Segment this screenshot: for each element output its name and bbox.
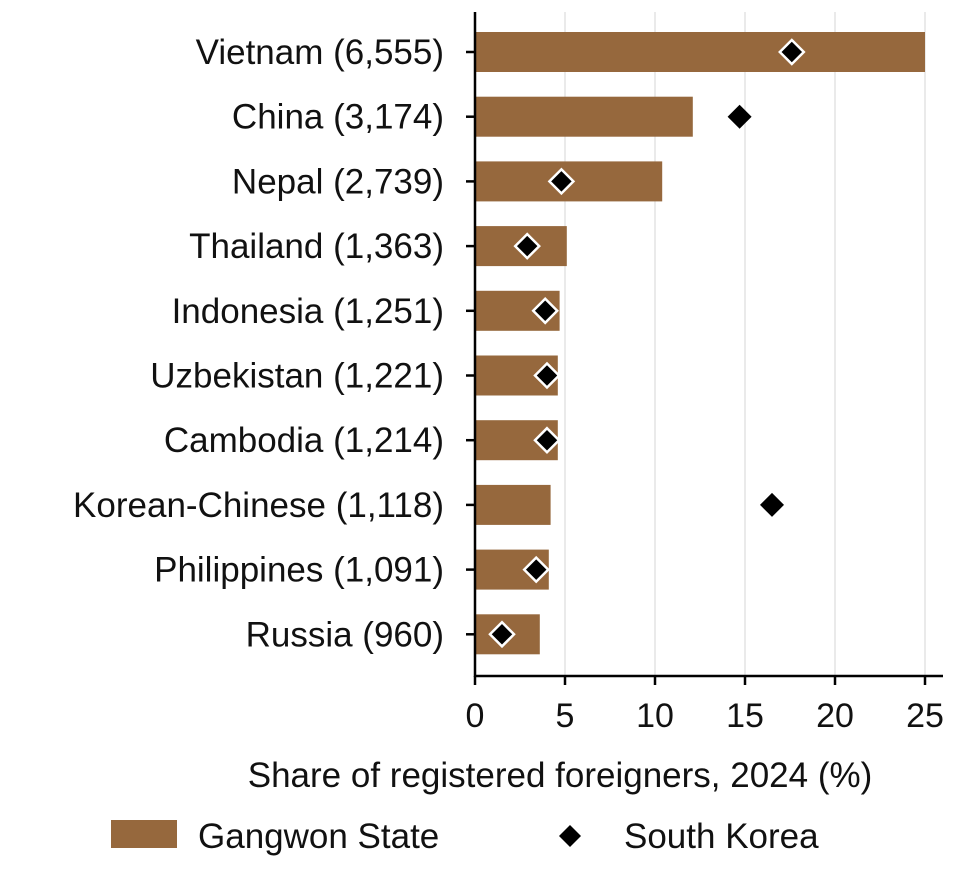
bar-china [475,96,693,137]
gangwon-bars [475,32,925,655]
marker-philippines [522,555,550,584]
marker-thailand [513,232,541,260]
category-label-uzbekistan: Uzbekistan (1,221) [150,357,444,396]
category-label-russia: Russia (960) [246,615,444,654]
marker-vietnam [778,38,806,66]
category-label-vietnam: Vietnam (6,555) [196,33,444,72]
category-label-nepal: Nepal (2,739) [232,162,444,201]
marker-indonesia [531,297,559,325]
x-axis-title: Share of registered foreigners, 2024 (%) [248,756,873,795]
marker-korean-chinese [760,492,784,517]
marker-china [727,104,752,129]
legend-swatch-gangwon [111,820,177,848]
legend-label-gangwon: Gangwon State [198,817,439,856]
x-tick-label-25: 25 [906,697,944,735]
axes [466,12,943,685]
category-label-korean-chinese: Korean-Chinese (1,118) [73,486,444,525]
x-tick-label-10: 10 [636,697,674,735]
category-label-philippines: Philippines (1,091) [154,551,444,590]
x-tick-label-15: 15 [726,697,764,735]
legend-label-south-korea: South Korea [624,817,819,856]
legend-swatch-south-korea [559,825,581,847]
category-label-cambodia: Cambodia (1,214) [164,421,444,460]
marker-cambodia [533,426,561,454]
category-labels: Vietnam (6,555) China (3,174) Nepal (2,739… [73,33,444,654]
x-tick-label-20: 20 [816,697,854,735]
x-tick-label-0: 0 [466,697,485,735]
category-label-china: China (3,174) [232,98,444,137]
category-label-indonesia: Indonesia (1,251) [172,292,444,331]
marker-nepal [547,167,576,196]
bar-vietnam [475,32,925,72]
category-label-thailand: Thailand (1,363) [189,227,444,266]
south-korea-markers [488,38,806,649]
marker-uzbekistan [533,361,561,390]
bar-korean-chinese [475,484,551,525]
legend: Gangwon State South Korea [111,817,819,856]
marker-russia [488,620,516,649]
x-tick-label-5: 5 [556,697,575,735]
x-tick-labels: 0 5 10 15 20 25 [466,697,944,735]
